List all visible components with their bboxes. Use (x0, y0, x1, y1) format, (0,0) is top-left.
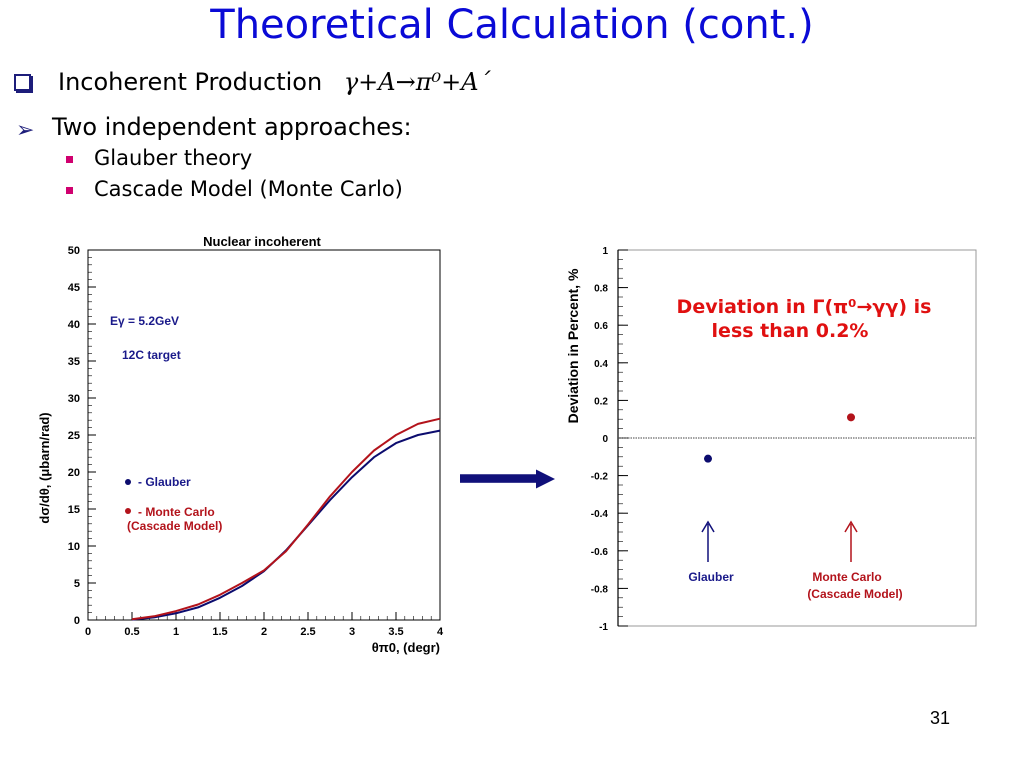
sub-bullet-glauber: Glauber theory (94, 146, 253, 170)
x-axis-label: θπ0, (degr) (372, 640, 440, 655)
y-tick-label: 15 (68, 504, 80, 516)
y-tick-label: 0.8 (594, 284, 608, 295)
y-tick-label: 20 (68, 467, 80, 479)
point-monte-carlo (847, 413, 855, 422)
y-axis-label: dσ/dθ, (μbarn/rad) (37, 412, 52, 523)
y-tick-label: 25 (68, 430, 80, 442)
annotation-target: 12C target (122, 348, 181, 362)
y-tick-label: 0.6 (594, 321, 608, 332)
checkbox-bullet-icon (14, 74, 31, 91)
x-tick-label: 0 (85, 626, 91, 638)
y-tick-label: 40 (68, 319, 80, 331)
glauber-arrowhead-icon (701, 520, 715, 533)
series-line-monte-carlo (131, 417, 441, 621)
deviation-annotation-line1: Deviation in Γ(π⁰→γγ) is (677, 296, 932, 318)
y-tick-label: 1 (602, 246, 608, 257)
y-tick-label: -1 (599, 622, 608, 633)
y-tick-label: -0.4 (591, 509, 609, 520)
plot-frame (87, 249, 441, 621)
y-tick-label: 45 (68, 282, 80, 294)
y-tick-label: 50 (68, 245, 80, 257)
chart-title: Nuclear incoherent (203, 234, 321, 249)
y-tick-label: 0 (602, 434, 608, 445)
y-tick-label: 35 (68, 356, 80, 368)
y-tick-label: 0.2 (594, 396, 608, 407)
x-tick-label: 1 (173, 626, 179, 638)
y-tick-label: -0.8 (591, 584, 609, 595)
annotation-energy: Eγ = 5.2GeV (110, 314, 179, 328)
y-axis-label: Deviation in Percent, % (565, 268, 581, 423)
y-tick-label: 0.4 (594, 359, 608, 370)
bullet-text: Incoherent Production (58, 68, 323, 96)
y-tick-label: 30 (68, 393, 80, 405)
bullet-two-approaches: Two independent approaches: (52, 113, 412, 141)
square-bullet-icon (66, 156, 73, 163)
point-glauber (704, 454, 712, 463)
y-tick-label: 5 (74, 578, 80, 590)
x-tick-label: 3 (349, 626, 355, 638)
point-label-monte-carlo: Monte Carlo (812, 570, 881, 584)
square-bullet-icon (66, 187, 73, 194)
sub-bullet-cascade: Cascade Model (Monte Carlo) (94, 177, 403, 201)
bullet-incoherent-production: Incoherent Production γ+A→π⁰+A´ (58, 68, 491, 96)
deviation-chart: -1 -0.8 -0.6 -0.4 -0.2 0 0.2 0.4 0.6 0.8 1 Deviati… (565, 246, 977, 633)
y-tick-label: 0 (74, 615, 80, 627)
reaction-formula: γ+A→π⁰+A´ (343, 68, 491, 96)
x-tick-label: 2 (261, 626, 267, 638)
y-tick-label: -0.2 (591, 472, 609, 483)
page-number: 31 (930, 708, 951, 728)
slide-title: Theoretical Calculation (cont.) (210, 2, 814, 48)
legend-glauber-label: - Glauber (138, 475, 191, 489)
x-tick-label: 4 (437, 626, 444, 638)
legend-monte-carlo-label: - Monte Carlo (138, 505, 215, 519)
right-arrow-icon (460, 469, 555, 489)
legend-cascade-label: (Cascade Model) (127, 519, 222, 533)
arrow-bullet-icon: ➢ (16, 118, 35, 143)
y-tick-label: -0.6 (591, 547, 609, 558)
deviation-annotation-line2: less than 0.2% (712, 320, 869, 342)
legend-glauber-marker (125, 479, 131, 485)
x-tick-label: 3.5 (388, 626, 403, 638)
point-label-cascade: (Cascade Model) (807, 587, 902, 601)
monte-carlo-arrowhead-icon (844, 520, 858, 533)
x-tick-label: 1.5 (212, 626, 227, 638)
x-tick-label: 0.5 (124, 626, 139, 638)
x-tick-label: 2.5 (300, 626, 315, 638)
legend-monte-carlo-marker (125, 508, 131, 514)
point-label-glauber: Glauber (688, 570, 734, 584)
y-tick-label: 10 (68, 541, 80, 553)
